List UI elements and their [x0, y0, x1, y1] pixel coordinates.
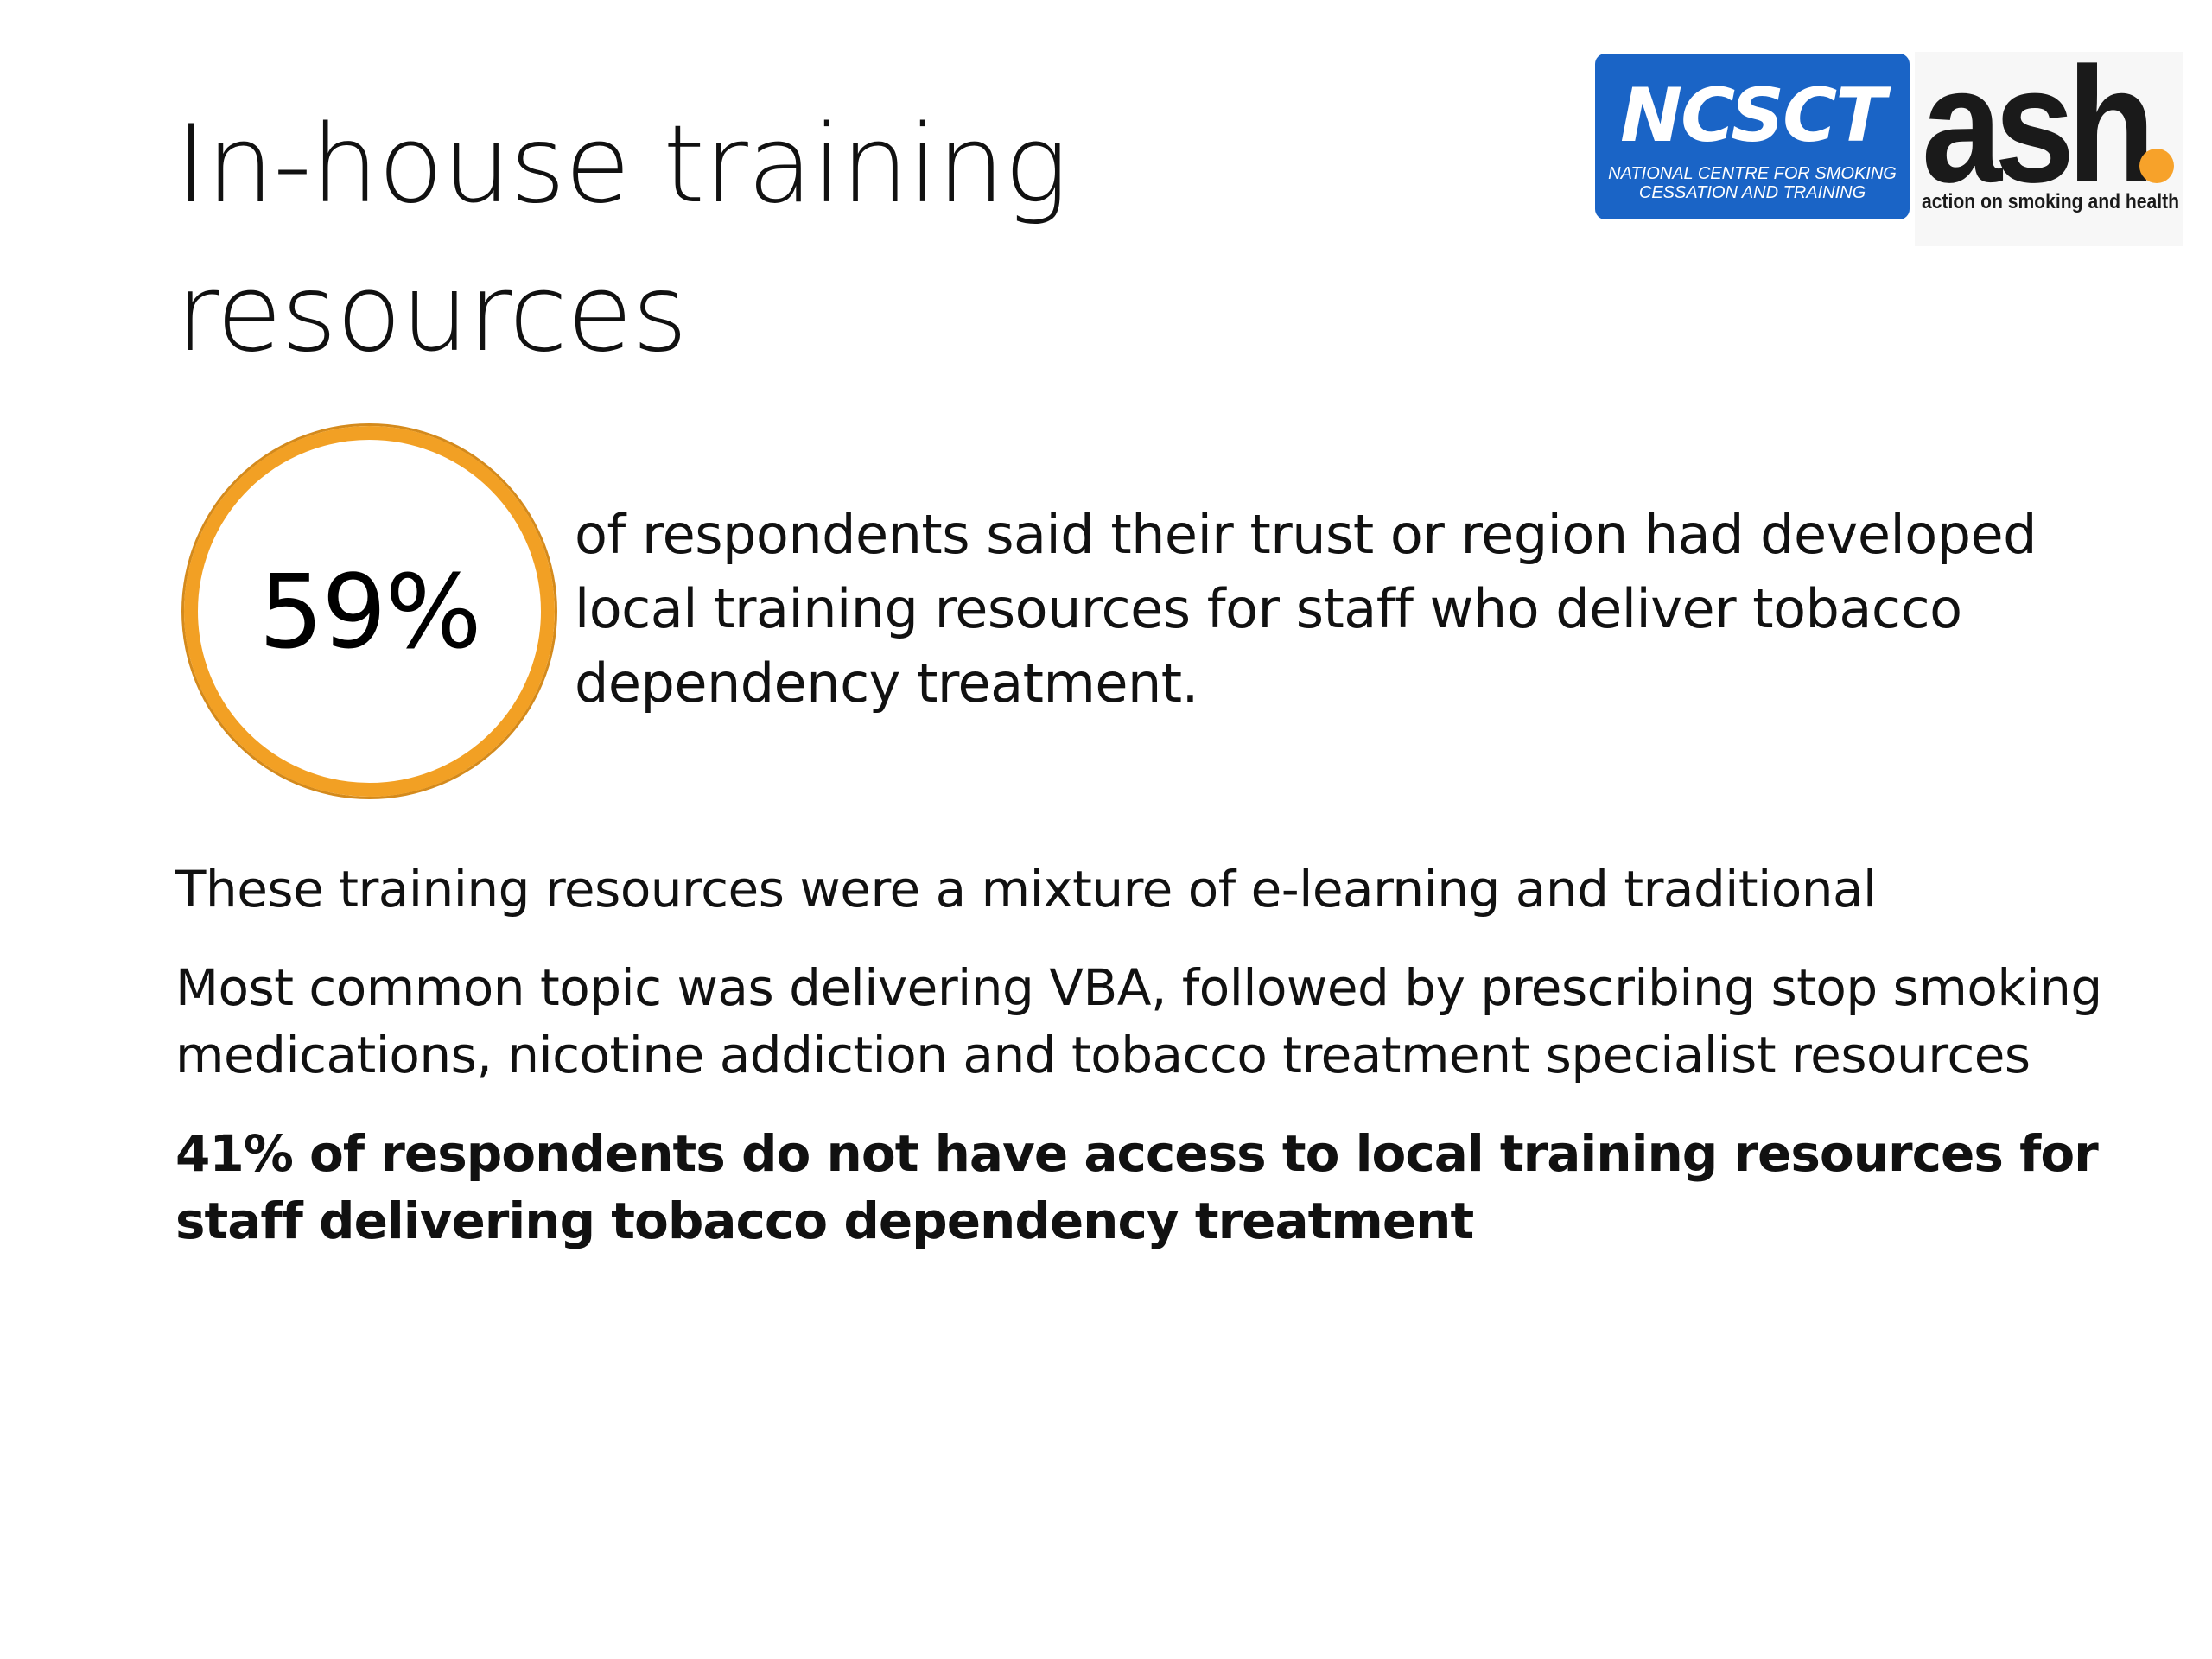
ash-logo-wordmark: ash — [1922, 34, 2156, 217]
stat-value: 59% — [258, 551, 481, 671]
ncsct-logo-subtitle: NATIONAL CENTRE FOR SMOKING CESSATION AN… — [1608, 164, 1897, 202]
ash-logo-dot — [2139, 149, 2174, 183]
body-text: These training resources were a mixture … — [175, 855, 2111, 1286]
slide-title: In-house training resources — [175, 103, 1068, 376]
paragraph-training-mix: These training resources were a mixture … — [175, 860, 1877, 918]
paragraph-no-access-highlight: 41% of respondents do not have access to… — [175, 1124, 2099, 1250]
ash-logo: ash action on smoking and health — [1915, 34, 2183, 246]
ash-logo-subtitle: action on smoking and health — [1922, 190, 2180, 213]
paragraph-common-topics: Most common topic was delivering VBA, fo… — [175, 958, 2102, 1084]
stat-caption: of respondents said their trust or regio… — [575, 503, 2037, 715]
ncsct-logo: NCSCT NATIONAL CENTRE FOR SMOKING CESSAT… — [1595, 54, 1910, 219]
ncsct-logo-wordmark: NCSCT — [1620, 73, 1886, 159]
partner-logos: NCSCT NATIONAL CENTRE FOR SMOKING CESSAT… — [1595, 34, 2212, 246]
stat-circle: 59% — [184, 426, 555, 797]
